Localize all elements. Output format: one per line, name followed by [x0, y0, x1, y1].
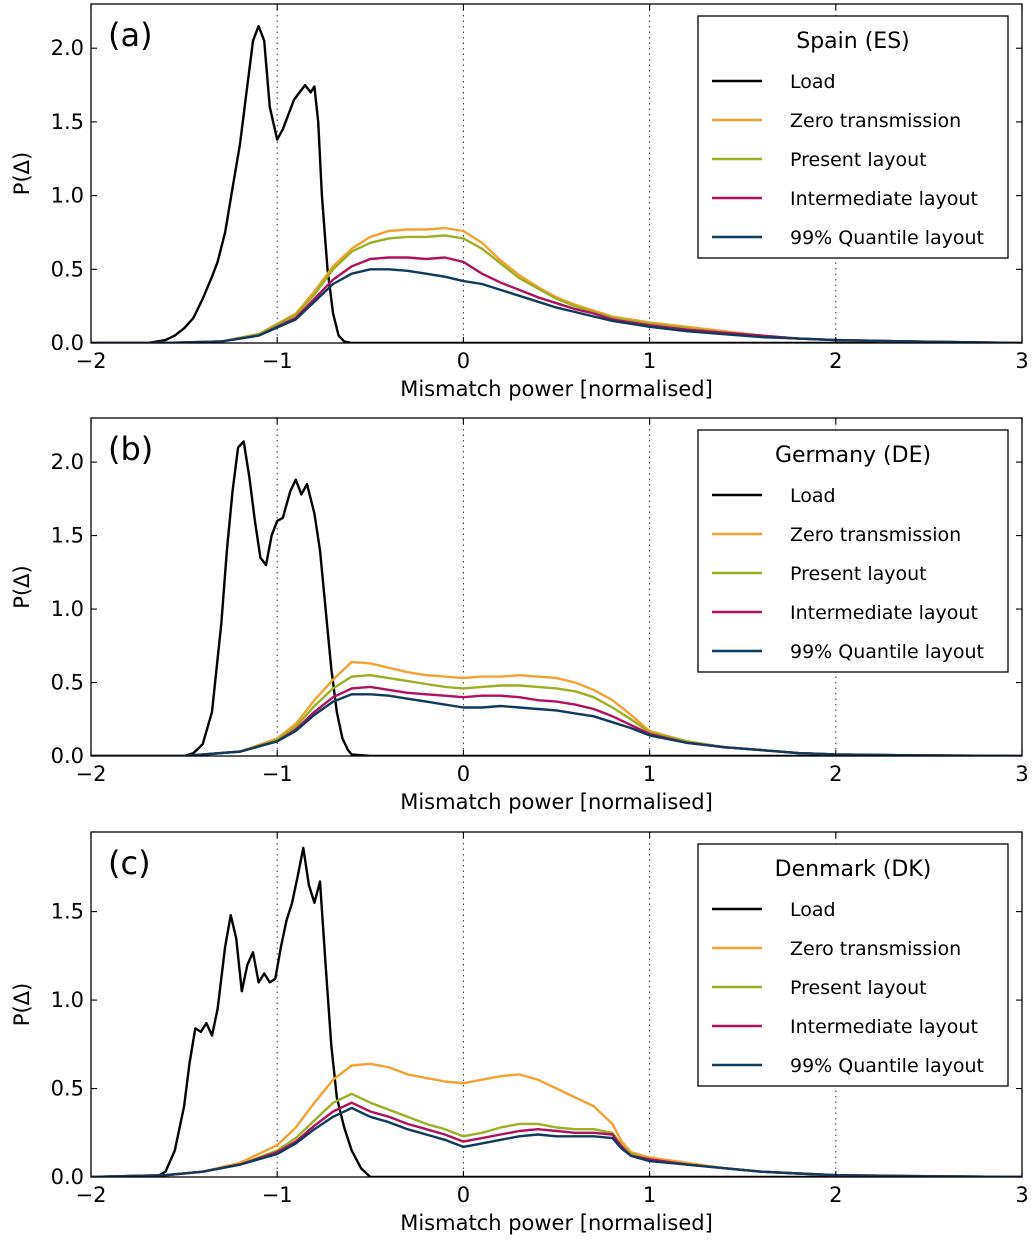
- y-tick-label: 2.0: [51, 36, 84, 60]
- x-tick-label: −1: [262, 349, 293, 373]
- series-line-present-layout: [91, 674, 1022, 756]
- legend-entry-label: Zero transmission: [790, 524, 961, 546]
- x-tick-label: 2: [829, 762, 842, 786]
- legend-entry-label: Present layout: [790, 563, 927, 585]
- x-axis-label: Mismatch power [normalised]: [400, 1211, 713, 1235]
- series-line-load: [91, 24, 1022, 343]
- y-tick-label: 0.5: [51, 671, 84, 695]
- y-tick-label: 1.5: [51, 110, 84, 134]
- legend-entry-label: Present layout: [790, 977, 927, 999]
- series-group: [91, 24, 1022, 343]
- legend: Spain (ES) Load Zero transmission Present l…: [697, 15, 1009, 259]
- series-group: [91, 846, 1022, 1177]
- x-tick-label: 0: [457, 349, 470, 373]
- legend-entry-label: Load: [790, 485, 836, 507]
- legend-title: Spain (ES): [796, 29, 910, 54]
- legend-entry-label: Load: [790, 71, 836, 93]
- y-axis-label: P(Δ): [10, 565, 34, 608]
- legend-entry-label: Zero transmission: [790, 938, 961, 960]
- y-axis-label: P(Δ): [10, 152, 34, 195]
- y-tick-label: 0.0: [51, 1165, 84, 1189]
- y-tick-label: 0.5: [51, 1077, 84, 1101]
- legend-box: [697, 843, 1009, 1087]
- legend-entry-label: Intermediate layout: [790, 1016, 978, 1038]
- series-line-99-quantile-layout: [91, 268, 1022, 343]
- x-tick-label: 2: [829, 1183, 842, 1207]
- legend-entry-label: Zero transmission: [790, 110, 961, 132]
- x-tick-label: 3: [1015, 1183, 1028, 1207]
- plot-frame: [90, 831, 1023, 1178]
- series-line-load: [91, 440, 1022, 756]
- y-axis-label: P(Δ): [10, 983, 34, 1026]
- legend-entry-label: 99% Quantile layout: [790, 227, 984, 249]
- plot-frame: [90, 3, 1023, 344]
- series-line-intermediate-layout: [91, 256, 1022, 343]
- chart-panel-c: −2 −1 0 1 2 3 0.0 0.5 1.0 1.5 Mismatch power [norm…: [10, 831, 1029, 1235]
- x-tick-label: 1: [643, 1183, 656, 1207]
- legend-entry-label: Intermediate layout: [790, 602, 978, 624]
- y-tick-label: 2.0: [51, 450, 84, 474]
- y-tick-label: 1.0: [51, 184, 84, 208]
- chart-panel-a: −2 −1 0 1 2 3 0.0 0.5 1.0 1.5 2.0 Mismatch power [n…: [10, 3, 1029, 401]
- legend: Germany (DE) Load Zero transmission Present…: [697, 429, 1009, 673]
- legend-entry-label: Present layout: [790, 149, 927, 171]
- series-line-99-quantile-layout: [91, 1106, 1022, 1177]
- x-tick-label: 1: [643, 762, 656, 786]
- y-tick-label: 1.0: [51, 988, 84, 1012]
- x-tick-label: 2: [829, 349, 842, 373]
- y-tick-label: 0.5: [51, 257, 84, 281]
- panel-label: (b): [108, 430, 153, 468]
- panel-label: (a): [108, 16, 153, 54]
- legend-entry-label: Load: [790, 899, 836, 921]
- legend-title: Germany (DE): [775, 443, 931, 468]
- legend-entry-label: Intermediate layout: [790, 188, 978, 210]
- y-tick-label: 1.5: [51, 524, 84, 548]
- plot-frame: [90, 417, 1023, 757]
- series-line-load: [91, 846, 1022, 1177]
- x-axis-label: Mismatch power [normalised]: [400, 377, 713, 401]
- legend-box: [697, 429, 1009, 673]
- legend-entry-label: 99% Quantile layout: [790, 641, 984, 663]
- x-tick-label: −2: [76, 762, 107, 786]
- legend: Denmark (DK) Load Zero transmission Present…: [697, 843, 1009, 1087]
- y-tick-label: 0.0: [51, 331, 84, 355]
- series-group: [91, 440, 1022, 756]
- series-line-zero-transmission: [91, 660, 1022, 756]
- legend-box: [697, 15, 1009, 259]
- x-tick-label: −2: [76, 349, 107, 373]
- x-tick-label: −1: [262, 1183, 293, 1207]
- legend-entry-label: 99% Quantile layout: [790, 1055, 984, 1077]
- x-tick-label: 1: [643, 349, 656, 373]
- x-axis-label: Mismatch power [normalised]: [400, 790, 713, 814]
- y-tick-label: 1.5: [51, 900, 84, 924]
- series-line-intermediate-layout: [91, 685, 1022, 756]
- x-tick-label: −1: [262, 762, 293, 786]
- panel-label: (c): [108, 844, 151, 882]
- legend-title: Denmark (DK): [775, 857, 932, 882]
- x-tick-label: 0: [457, 762, 470, 786]
- series-line-99-quantile-layout: [91, 693, 1022, 756]
- x-tick-label: 3: [1015, 349, 1028, 373]
- chart-panel-b: −2 −1 0 1 2 3 0.0 0.5 1.0 1.5 2.0 Mismatch power [n…: [10, 417, 1029, 814]
- x-tick-label: 0: [457, 1183, 470, 1207]
- y-tick-label: 1.0: [51, 597, 84, 621]
- x-tick-label: 3: [1015, 762, 1028, 786]
- series-line-zero-transmission: [91, 226, 1022, 343]
- x-tick-label: −2: [76, 1183, 107, 1207]
- y-tick-label: 0.0: [51, 744, 84, 768]
